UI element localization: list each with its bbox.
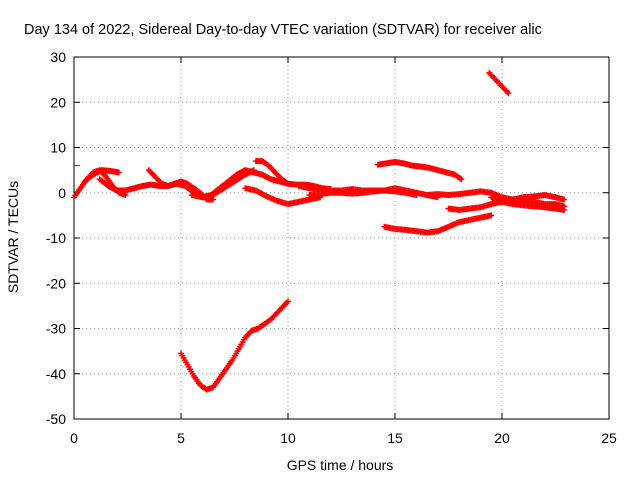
x-tick-label: 20 (494, 430, 510, 446)
series-arc-13 (445, 192, 568, 213)
series-arc-5 (188, 167, 257, 201)
series-arc-11 (381, 212, 495, 236)
data-point (458, 176, 465, 183)
data-point (413, 192, 420, 199)
series-arc-10 (374, 158, 465, 183)
series-arc-14 (488, 194, 568, 213)
y-tick-label: -20 (46, 275, 66, 291)
y-tick-label: -30 (46, 321, 66, 337)
series-arc-6 (252, 158, 291, 187)
data-point (561, 196, 568, 203)
x-tick-label: 25 (601, 430, 617, 446)
y-tick-label: 20 (50, 94, 66, 110)
data-point (505, 90, 512, 97)
data-point (285, 298, 291, 305)
grid-lines (74, 57, 609, 419)
series-arc-15 (486, 69, 512, 97)
y-tick-label: 0 (58, 185, 66, 201)
series-arc-9 (306, 187, 420, 199)
y-tick-label: -40 (46, 366, 66, 382)
y-tick-label: -10 (46, 230, 66, 246)
data-point (250, 167, 257, 174)
y-tick-label: -50 (46, 411, 66, 427)
series-arc-7 (242, 185, 324, 208)
x-tick-label: 10 (280, 430, 296, 446)
y-axis-label: SDTVAR / TECUs (5, 181, 21, 293)
x-tick-label: 15 (387, 430, 403, 446)
data-point (561, 206, 568, 213)
axis-ticks: 0 5 10 15 20 25 -50 -40 -30 -20 -10 0 10 20 30 (46, 49, 617, 446)
series-arc-16 (178, 298, 291, 393)
x-tick-label: 0 (70, 430, 78, 446)
data-point (115, 169, 122, 176)
data-point (457, 175, 464, 182)
y-tick-label: 10 (50, 140, 66, 156)
data-points (71, 69, 568, 393)
data-point (285, 180, 291, 187)
x-tick-label: 5 (177, 430, 185, 446)
y-tick-label: 30 (50, 49, 66, 65)
series-arc-2 (81, 167, 122, 185)
data-point (488, 212, 495, 219)
chart-title: Day 134 of 2022, Sidereal Day-to-day VTE… (24, 22, 542, 38)
data-point (283, 179, 290, 186)
x-axis-label: GPS time / hours (287, 457, 394, 473)
